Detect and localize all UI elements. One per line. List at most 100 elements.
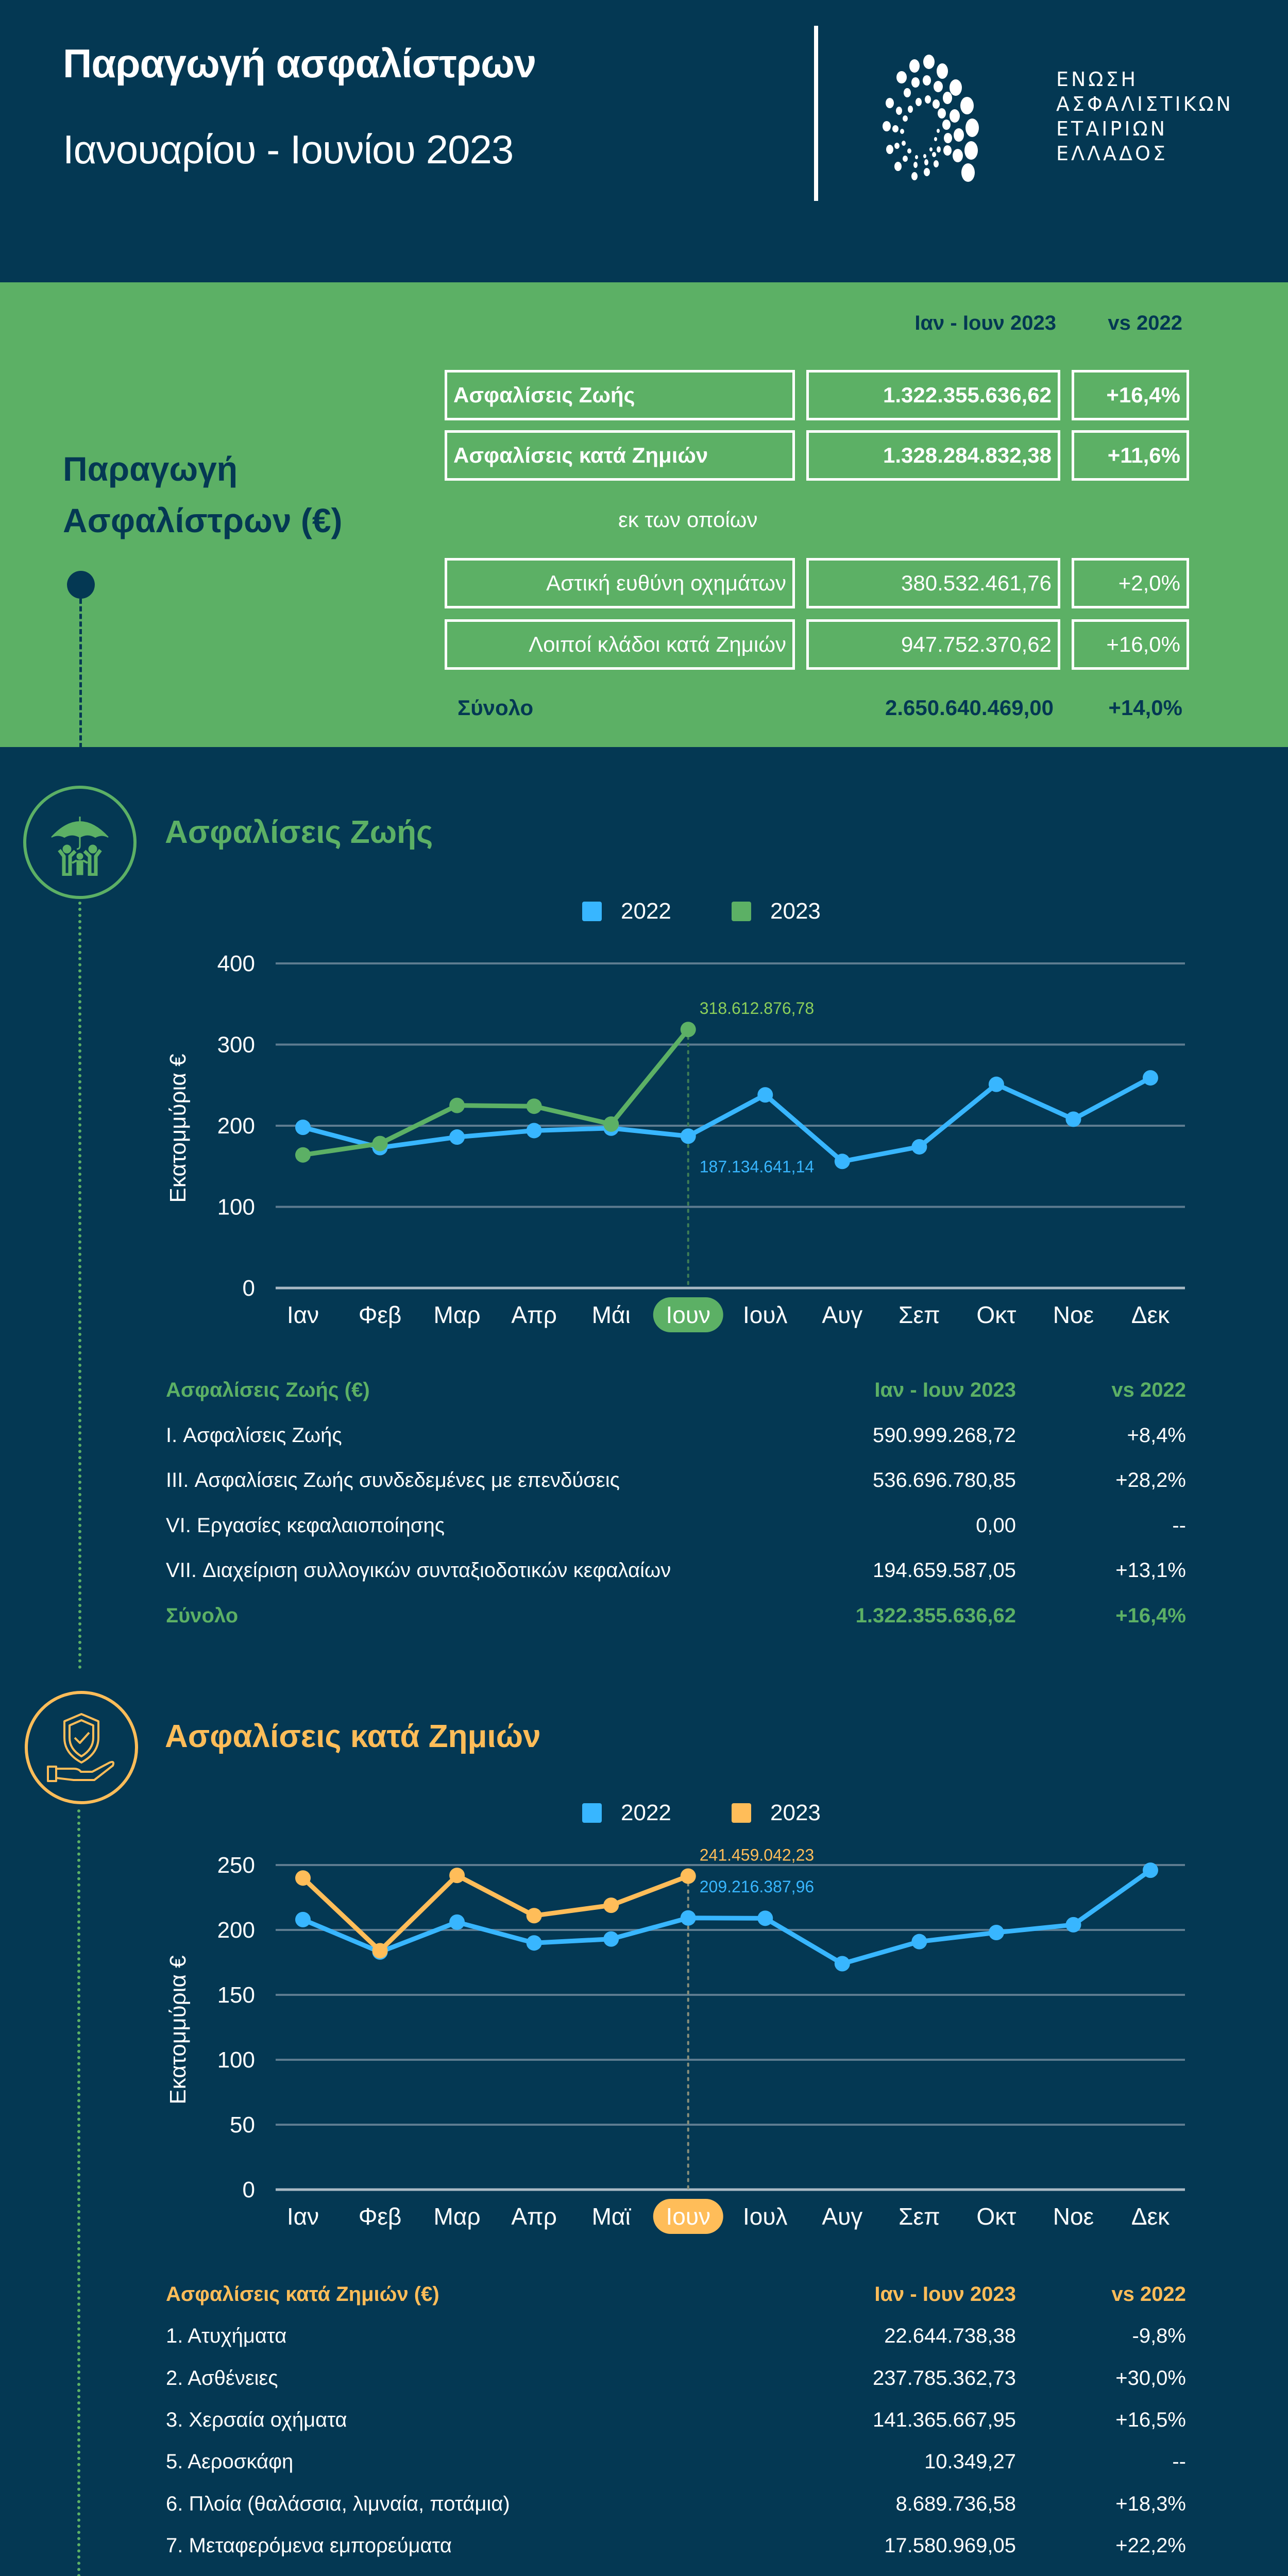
logo-line: ΕΤΑΙΡΙΩΝ xyxy=(1056,117,1168,140)
data-point-2023 xyxy=(449,1097,465,1113)
row-change: +22,2% xyxy=(1115,2534,1186,2557)
x-tick-label: Μαρ xyxy=(434,2203,481,2230)
summary-row-change: +16,4% xyxy=(1072,370,1189,420)
summary-row-label: Ασφαλίσεις Ζωής xyxy=(445,370,795,420)
data-point-2023 xyxy=(295,1147,311,1163)
data-point-2022 xyxy=(295,1120,311,1136)
data-point-2023 xyxy=(526,1098,542,1114)
legend-label-2022: 2022 xyxy=(621,1800,671,1825)
data-point-2022 xyxy=(603,1931,619,1947)
data-point-2023 xyxy=(526,1908,542,1924)
summary-col-vs: vs 2022 xyxy=(1108,312,1182,334)
row-change: +8,4% xyxy=(1127,1423,1186,1447)
series-line-2022 xyxy=(302,1868,1152,1967)
page-subtitle: Ιανουαρίου - Ιουνίου 2023 xyxy=(63,127,514,172)
row-label: 7. Μεταφερόμενα εμπορεύματα xyxy=(166,2534,452,2557)
x-tick-label: Σεπ xyxy=(899,1301,940,1328)
logo-line: ΑΣΦΑΛΙΣΤΙΚΩΝ xyxy=(1056,93,1233,115)
page-title: Παραγωγή ασφαλίστρων xyxy=(63,41,536,86)
data-point-2022 xyxy=(526,1123,542,1139)
x-tick-label: Δεκ xyxy=(1131,1301,1170,1328)
data-point-2022 xyxy=(449,1914,465,1930)
summary-subrow-change: +16,0% xyxy=(1072,619,1189,670)
table-row: 7. Μεταφερόμενα εμπορεύματα 17.580.969,05… xyxy=(166,2534,1186,2565)
y-tick-label: 200 xyxy=(217,1918,255,1943)
data-point-2023 xyxy=(295,1870,311,1886)
table-row: 1. Ατυχήματα 22.644.738,38 -9,8% xyxy=(166,2325,1186,2355)
x-tick-label: Ιουλ xyxy=(743,1301,788,1328)
series-line-2023 xyxy=(302,1028,690,1158)
x-tick-label: Ιουν xyxy=(666,1301,710,1328)
data-point-2023 xyxy=(680,1022,696,1038)
row-value: 1.322.355.636,62 xyxy=(855,1604,1016,1627)
data-point-2023 xyxy=(603,1116,619,1132)
nonlife-section-title: Ασφαλίσεις κατά Ζημιών xyxy=(165,1719,541,1754)
row-change: +16,5% xyxy=(1115,2408,1186,2431)
x-tick-label: Ιαν xyxy=(287,2203,319,2230)
row-label: 1. Ατυχήματα xyxy=(166,2325,287,2348)
legend-label-2023: 2023 xyxy=(770,899,821,924)
row-value: 237.785.362,73 xyxy=(872,2366,1016,2389)
data-point-2022 xyxy=(1143,1070,1158,1086)
data-point-2022 xyxy=(1065,1917,1081,1933)
data-point-2022 xyxy=(988,1925,1004,1941)
row-change: -- xyxy=(1172,2450,1186,2473)
x-highlight-pill xyxy=(653,2199,723,2234)
x-tick-label: Φεβ xyxy=(359,2203,402,2230)
table-row: I. Ασφαλίσεις Ζωής 590.999.268,72 +8,4% xyxy=(166,1424,1186,1455)
data-point-2022 xyxy=(449,1129,465,1145)
x-tick-label: Ιαν xyxy=(287,1301,319,1328)
summary-subrow-label: Αστική ευθύνη οχημάτων xyxy=(445,558,795,608)
row-label: III. Ασφαλίσεις Ζωής συνδεδεμένες με επε… xyxy=(166,1469,620,1492)
life-icon-circle xyxy=(23,786,137,899)
life-chart: 2022 2023 Εκατομμύρια € 0 100 200 300 400 Ιαν Φεβ… xyxy=(165,899,1185,1332)
summary-title-line: Παραγωγή xyxy=(63,450,238,488)
row-change: +18,3% xyxy=(1115,2492,1186,2515)
row-value: 194.659.587,05 xyxy=(872,1559,1016,1582)
row-value: 536.696.780,85 xyxy=(872,1469,1016,1492)
data-annotation: 187.134.641,14 xyxy=(700,1157,814,1176)
x-tick-label: Οκτ xyxy=(976,1301,1016,1328)
data-point-2023 xyxy=(372,1943,388,1959)
row-label: VII. Διαχείριση συλλογικών συνταξιοδοτικ… xyxy=(166,1559,671,1582)
data-point-2022 xyxy=(295,1911,311,1927)
y-tick-label: 150 xyxy=(217,1982,255,2008)
data-point-2022 xyxy=(680,1910,696,1926)
of-which-label: εκ των οποίων xyxy=(618,507,758,532)
row-change: -- xyxy=(1172,1514,1186,1537)
series-line-2022 xyxy=(302,1076,1152,1164)
row-label: 3. Χερσαία οχήματα xyxy=(166,2408,347,2431)
row-change: vs 2022 xyxy=(1111,2283,1186,2306)
row-value: Ιαν - Ιουν 2023 xyxy=(874,2283,1016,2306)
x-tick-label: Μαρ xyxy=(434,1301,481,1328)
x-tick-label: Απρ xyxy=(511,1301,557,1328)
row-change: +28,2% xyxy=(1115,1469,1186,1492)
x-tick-label: Αυγ xyxy=(822,1301,862,1328)
legend-swatch-2022 xyxy=(582,1803,602,1823)
row-change: +30,0% xyxy=(1115,2366,1186,2389)
x-tick-label: Νοε xyxy=(1053,1301,1094,1328)
summary-col-period: Ιαν - Ιουν 2023 xyxy=(914,312,1056,334)
row-value: 10.349,27 xyxy=(924,2450,1016,2473)
data-point-2022 xyxy=(834,1956,850,1972)
data-point-2022 xyxy=(1143,1862,1158,1878)
summary-title-line: Ασφαλίστρων (€) xyxy=(63,501,343,539)
x-tick-label: Νοε xyxy=(1053,2203,1094,2230)
logo-line: ΕΛΛΑΔΟΣ xyxy=(1056,142,1168,165)
y-axis-label: Εκατομμύρια € xyxy=(165,1054,191,1202)
y-tick-label: 200 xyxy=(217,1113,255,1139)
timeline-line xyxy=(77,1809,80,2576)
x-tick-label: Φεβ xyxy=(359,1301,402,1328)
x-tick-label: Οκτ xyxy=(976,2203,1016,2230)
y-tick-label: 50 xyxy=(230,2112,255,2138)
table-total-row: Σύνολο 1.322.355.636,62 +16,4% xyxy=(166,1604,1186,1635)
y-tick-label: 300 xyxy=(217,1032,255,1058)
summary-total-change: +14,0% xyxy=(1108,696,1182,720)
shield-hand-icon xyxy=(47,1713,115,1782)
data-point-2022 xyxy=(680,1128,696,1144)
data-annotation: 241.459.042,23 xyxy=(700,1846,814,1865)
umbrella-family-icon xyxy=(51,817,109,876)
data-point-2023 xyxy=(680,1868,696,1884)
logo-line: ΕΝΩΣΗ xyxy=(1056,68,1139,91)
eaee-logo-icon xyxy=(883,55,979,182)
